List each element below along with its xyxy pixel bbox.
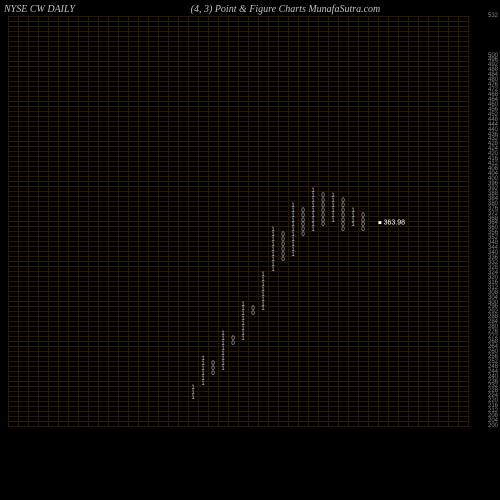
pf-column: 111111111 [268,228,278,272]
pf-x-cell: 1 [218,367,228,372]
grid-line-vertical [368,16,369,426]
grid-line-vertical [38,16,39,426]
pf-o-cell: 0 [278,258,288,263]
chart-header: NYSE CW DAILY (4, 3) Point & Figure Char… [0,2,500,16]
grid-line-vertical [138,16,139,426]
pf-column: 111 [188,386,198,401]
pf-column: 000000 [298,209,308,239]
pf-o-cell: 0 [208,372,218,377]
grid-line-vertical [68,16,69,426]
pf-x-cell: 1 [268,268,278,273]
pf-x-cell: 1 [308,228,318,233]
pf-column: 00 [228,337,238,347]
grid-line-horizontal [8,426,470,427]
grid-line-vertical [88,16,89,426]
pf-x-cell: 1 [188,396,198,401]
pf-column: 11111111 [258,273,268,313]
grid-line-vertical [468,16,469,426]
current-price-marker: 363.98 [378,220,405,227]
pf-x-cell: 1 [328,219,338,224]
grid-line-vertical [58,16,59,426]
grid-line-vertical [168,16,169,426]
pf-column: 0000000 [338,199,348,234]
grid-line-vertical [248,16,249,426]
pf-column: 111111 [198,357,208,387]
grid-line-vertical [228,16,229,426]
grid-line-vertical [148,16,149,426]
pf-x-cell: 1 [198,382,208,387]
grid-line-vertical [98,16,99,426]
grid-line-vertical [128,16,129,426]
grid-line-vertical [8,16,9,426]
pf-column: 11111111 [218,332,228,372]
grid-line-vertical [108,16,109,426]
grid-line-vertical [78,16,79,426]
pf-column: 111111 [328,194,338,224]
pf-column: 0000000 [318,194,328,229]
pf-o-cell: 0 [358,228,368,233]
pf-column: 11111111 [238,303,248,343]
pf-x-cell: 1 [288,253,298,258]
grid-line-vertical [238,16,239,426]
pf-column: 1111 [348,209,358,229]
grid-line-vertical [458,16,459,426]
grid-line-vertical [28,16,29,426]
grid-line-vertical [278,16,279,426]
pf-column: 000 [208,362,218,377]
chart-subtitle: (4, 3) Point & Figure Charts MunafaSutra… [75,4,496,15]
grid-line-vertical [178,16,179,426]
pf-o-cell: 0 [248,312,258,317]
pf-column: 0000 [358,214,368,234]
grid-line-vertical [118,16,119,426]
grid-line-vertical [268,16,269,426]
grid-line-vertical [408,16,409,426]
grid-line-vertical [428,16,429,426]
pf-x-cell: 1 [348,223,358,228]
grid-line-vertical [448,16,449,426]
pf-column: 000000 [278,233,288,263]
grid-line-vertical [418,16,419,426]
pf-column: 00 [248,307,258,317]
pf-o-cell: 0 [338,228,348,233]
pf-o-cell: 0 [318,223,328,228]
y-axis-label: 200 [488,423,498,429]
grid-line-vertical [18,16,19,426]
pf-column: 11111111111 [288,204,298,258]
y-axis: 5325004964924884844804764724684644604564… [472,16,498,426]
grid-line-vertical [188,16,189,426]
grid-line-vertical [258,16,259,426]
pf-o-cell: 0 [298,233,308,238]
pf-x-cell: 1 [238,337,248,342]
grid-line-vertical [48,16,49,426]
chart-grid-area: 1111111110001111111100111111110011111111… [8,16,470,426]
grid-line-vertical [158,16,159,426]
pf-x-cell: 1 [258,307,268,312]
pf-column: 111111111 [308,189,318,233]
pf-o-cell: 0 [228,342,238,347]
ticker-title: NYSE CW DAILY [4,4,75,15]
grid-line-vertical [438,16,439,426]
